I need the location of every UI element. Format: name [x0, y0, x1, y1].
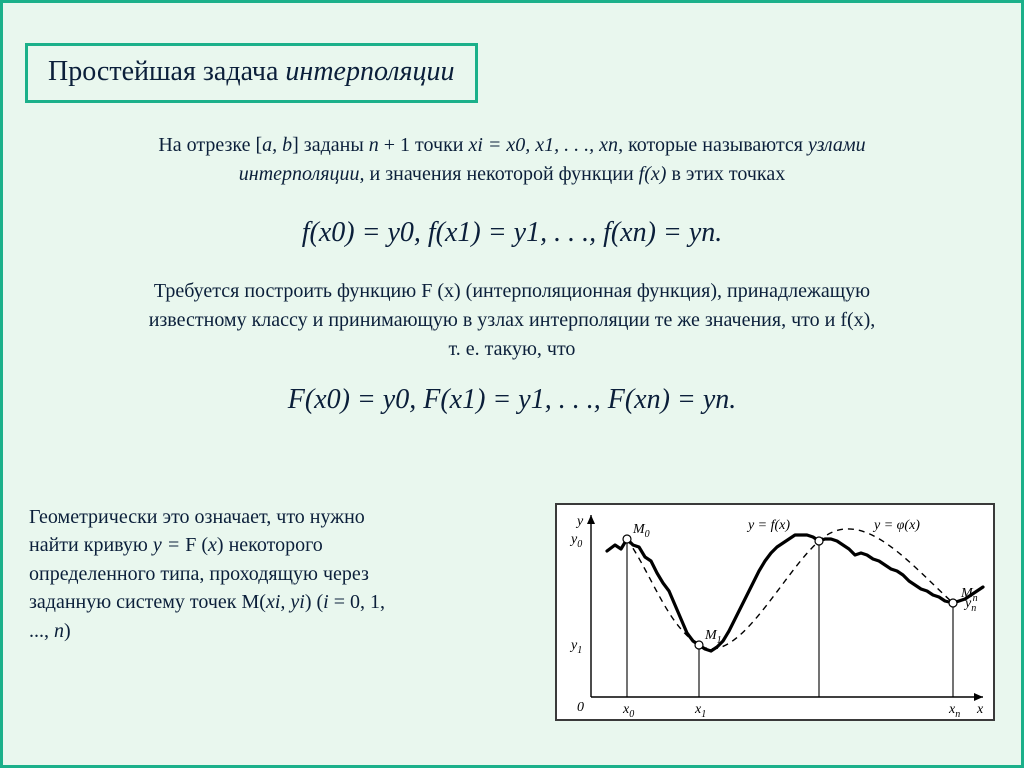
- text-italic: f(x): [639, 163, 667, 185]
- title-italic: интерполяции: [285, 56, 454, 87]
- text-italic: f(x): [840, 309, 870, 331]
- text: ), принадлежащую: [710, 280, 870, 302]
- text: ] заданы: [292, 134, 369, 156]
- text: ): [64, 620, 71, 642]
- text: Геометрически это означает, что нужно: [29, 506, 365, 528]
- text: + 1 точки: [379, 134, 469, 156]
- svg-text:y1: y1: [569, 638, 582, 656]
- text: ,: [870, 309, 875, 331]
- slide-body: На отрезке [a, b] заданы n + 1 точки xi …: [29, 131, 995, 416]
- svg-text:y: y: [575, 514, 584, 529]
- svg-text:0: 0: [577, 700, 584, 715]
- text: ) (: [454, 280, 472, 302]
- interpolation-chart: M0M1Mnx0x1xny0y1yny = f(x)y = φ(x)xy0: [555, 503, 995, 721]
- text-italic: y =: [153, 534, 185, 556]
- text: найти кривую: [29, 534, 153, 556]
- chart-frame: M0M1Mnx0x1xny0y1yny = f(x)y = φ(x)xy0: [555, 503, 995, 721]
- svg-text:x: x: [976, 702, 984, 717]
- text: F (: [185, 534, 208, 556]
- text: ) некоторого: [217, 534, 323, 556]
- text: и значения некоторой функции: [365, 163, 639, 185]
- text: в этих точках: [666, 163, 785, 185]
- text-italic: xi = x0, x1, . . ., xn: [469, 134, 619, 156]
- text: ) (: [305, 591, 323, 613]
- text: На отрезке [: [158, 134, 262, 156]
- text-italic: x: [208, 534, 217, 556]
- text: ...,: [29, 620, 54, 642]
- intro-paragraph: На отрезке [a, b] заданы n + 1 точки xi …: [29, 131, 995, 189]
- text-italic: узлами: [808, 134, 866, 156]
- requirement-paragraph: Требуется построить функцию F (x) (интер…: [29, 277, 995, 364]
- text-italic: a, b: [262, 134, 292, 156]
- svg-text:x1: x1: [694, 702, 706, 720]
- text-italic: x: [444, 280, 454, 302]
- text-italic: n: [54, 620, 64, 642]
- text: = 0, 1,: [329, 591, 385, 613]
- text-italic: интерполяционная функция: [472, 280, 710, 302]
- svg-text:M0: M0: [632, 522, 650, 540]
- slide: Простейшая задача интерполяции На отрезк…: [0, 0, 1024, 768]
- text: определенного типа, проходящую через: [29, 563, 369, 585]
- text: , которые называются: [618, 134, 808, 156]
- chart-svg: M0M1Mnx0x1xny0y1yny = f(x)y = φ(x)xy0: [557, 505, 997, 723]
- text: заданную систему точек M(: [29, 591, 266, 613]
- slide-title: Простейшая задача интерполяции: [25, 43, 478, 103]
- geometric-paragraph: Геометрически это означает, что нужно на…: [29, 503, 537, 645]
- svg-text:y = f(x): y = f(x): [746, 518, 790, 533]
- text-italic: n: [369, 134, 379, 156]
- text: т. е. такую, что: [449, 338, 576, 360]
- svg-text:y = φ(x): y = φ(x): [872, 518, 920, 533]
- equation-2: F(x0) = y0, F(x1) = y1, . . ., F(xn) = y…: [29, 384, 995, 416]
- svg-text:y0: y0: [569, 532, 582, 550]
- bottom-row: Геометрически это означает, что нужно на…: [29, 503, 995, 721]
- text: Требуется построить функцию F (: [154, 280, 444, 302]
- svg-text:xn: xn: [948, 702, 960, 720]
- title-plain: Простейшая задача: [48, 56, 285, 87]
- equation-1: f(x0) = y0, f(x1) = y1, . . ., f(xn) = y…: [29, 217, 995, 249]
- svg-text:M1: M1: [704, 628, 722, 646]
- text-italic: интерполяции,: [239, 163, 365, 185]
- svg-text:x0: x0: [622, 702, 634, 720]
- text: известному классу и принимающую в узлах …: [149, 309, 841, 331]
- text-italic: xi, yi: [266, 591, 305, 613]
